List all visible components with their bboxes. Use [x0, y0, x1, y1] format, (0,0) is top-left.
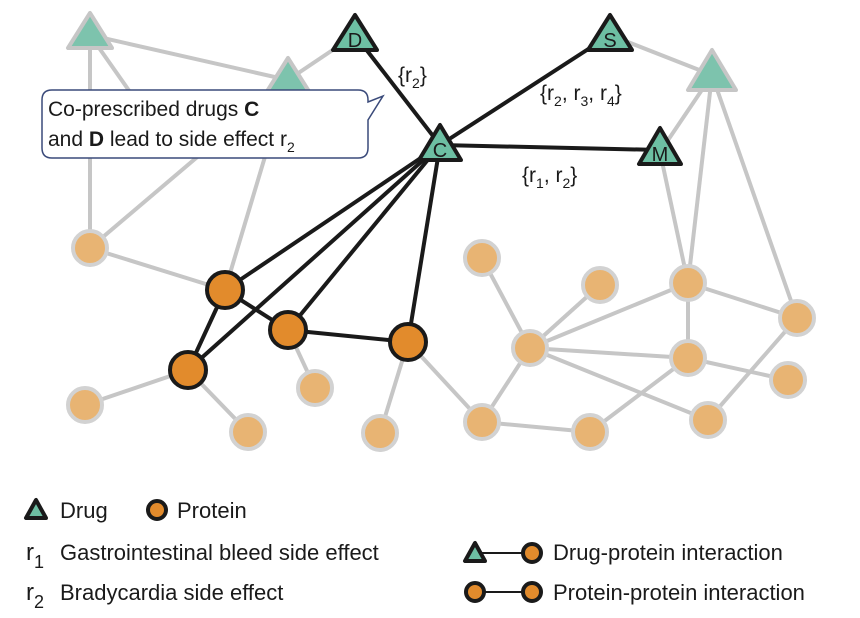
- legend: Drug Protein r1 Gastrointestinal bleed s…: [24, 498, 805, 612]
- legend-protein-protein-label: Protein-protein interaction: [553, 580, 805, 605]
- protein-node: [361, 414, 399, 452]
- protein-node: [769, 361, 807, 399]
- drug-s: S: [586, 13, 634, 52]
- legend-protein-label: Protein: [177, 498, 247, 523]
- protein-node: [669, 339, 707, 377]
- protein-node: [71, 229, 109, 267]
- callout-line-2: and D lead to side effect r2: [48, 128, 295, 155]
- protein-node: [669, 264, 707, 302]
- highlighted-proteins: [168, 270, 428, 390]
- protein-node-active: [205, 270, 245, 310]
- drug-d: D: [331, 13, 379, 52]
- drug-node: [66, 11, 114, 50]
- legend-drug-icon: [24, 498, 48, 520]
- protein-node: [511, 329, 549, 367]
- protein-node-active: [268, 310, 308, 350]
- protein-node: [689, 401, 727, 439]
- svg-text:C: C: [433, 140, 447, 162]
- callout-and-word: and: [48, 128, 89, 151]
- protein-node: [296, 369, 334, 407]
- svg-text:M: M: [652, 144, 669, 166]
- callout-line-1: Co-prescribed drugs C: [48, 98, 259, 121]
- protein-node: [571, 413, 609, 451]
- highlighted-drugs: D S C M: [331, 13, 683, 166]
- background-proteins: [66, 229, 816, 452]
- legend-drug-protein-label: Drug-protein interaction: [553, 540, 783, 565]
- legend-protein-icon: [146, 499, 168, 521]
- protein-node: [581, 266, 619, 304]
- svg-text:S: S: [603, 30, 616, 52]
- callout-bubble: Co-prescribed drugs C and D lead to side…: [41, 89, 385, 159]
- legend-drug-label: Drug: [60, 498, 108, 523]
- protein-node: [66, 386, 104, 424]
- legend-r2-symbol: r2: [26, 579, 44, 612]
- legend-protein-protein-icon: [464, 581, 543, 603]
- svg-text:D: D: [348, 30, 362, 52]
- protein-node: [463, 239, 501, 277]
- edge-label-c-d: {r2}: [398, 64, 427, 91]
- edge-label-c-m: {r1, r2}: [522, 164, 577, 191]
- protein-node-active: [388, 322, 428, 362]
- edge-label-c-s: {r2, r3, r4}: [540, 82, 622, 109]
- legend-r1-text: Gastrointestinal bleed side effect: [60, 540, 379, 565]
- drug-m: M: [637, 126, 683, 166]
- drug-c: C: [417, 123, 463, 162]
- legend-drug-protein-icon: [463, 541, 543, 564]
- protein-node-active: [168, 350, 208, 390]
- legend-r1-symbol: r1: [26, 539, 44, 572]
- drug-node: [686, 48, 738, 92]
- protein-node: [778, 299, 816, 337]
- protein-node: [229, 413, 267, 451]
- legend-r2-text: Bradycardia side effect: [60, 580, 283, 605]
- protein-node: [463, 403, 501, 441]
